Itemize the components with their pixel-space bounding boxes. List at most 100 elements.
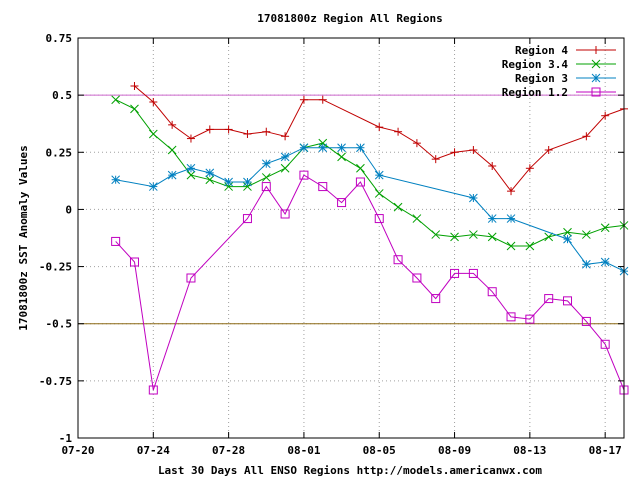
data-point <box>581 230 591 239</box>
data-point <box>242 214 252 224</box>
legend-marker <box>591 73 601 83</box>
data-point <box>450 148 459 157</box>
data-point <box>487 232 497 242</box>
series-layer <box>111 82 629 395</box>
data-point <box>337 198 347 208</box>
data-point <box>469 146 478 154</box>
data-point <box>186 163 196 173</box>
data-point <box>563 234 572 244</box>
data-point <box>431 155 440 164</box>
data-point <box>487 287 497 297</box>
data-point <box>431 294 441 304</box>
data-point <box>130 82 139 90</box>
data-point <box>186 170 196 180</box>
data-point <box>374 214 384 224</box>
data-point <box>205 168 215 178</box>
data-point <box>450 232 459 242</box>
data-point <box>468 268 478 278</box>
legend-marker <box>592 46 600 54</box>
y-tick-label: 0.5 <box>52 89 72 102</box>
legend-label: Region 3 <box>515 72 568 85</box>
data-point <box>299 143 309 153</box>
y-tick-label: -1 <box>59 432 73 445</box>
series-region-4 <box>130 82 628 196</box>
data-point <box>186 134 195 143</box>
data-point <box>356 163 365 173</box>
data-point <box>186 273 196 283</box>
data-point <box>601 111 610 120</box>
data-point <box>544 294 554 304</box>
y-tick-label: -0.75 <box>39 375 72 388</box>
data-point <box>563 296 573 306</box>
data-point <box>600 339 610 349</box>
data-point <box>412 273 422 283</box>
data-point <box>168 120 177 129</box>
data-point <box>224 177 233 187</box>
data-point <box>374 189 384 198</box>
legend-label: Region 4 <box>515 44 568 57</box>
data-point <box>261 182 271 192</box>
data-point <box>243 177 252 187</box>
x-tick-label: 07-24 <box>137 444 170 457</box>
data-point <box>318 143 328 153</box>
data-point <box>450 268 460 278</box>
data-point <box>394 127 403 136</box>
y-tick-label: -0.25 <box>39 261 72 274</box>
data-point <box>506 312 516 322</box>
data-point <box>149 98 158 106</box>
data-point <box>544 232 554 242</box>
data-point <box>148 385 158 395</box>
series-region-3 <box>111 143 629 276</box>
data-point <box>525 314 535 324</box>
data-point <box>506 214 516 223</box>
data-point <box>507 187 516 196</box>
data-point <box>224 182 233 191</box>
y-tick-label: 0.75 <box>46 32 73 45</box>
data-point <box>337 152 346 162</box>
data-point <box>506 241 516 251</box>
legend-item: Region 4 <box>515 44 616 57</box>
data-point <box>318 95 327 104</box>
data-point <box>600 257 610 267</box>
series-line <box>134 85 625 192</box>
data-point <box>205 125 214 134</box>
series-region-1-2 <box>111 170 629 395</box>
data-point <box>582 132 591 141</box>
legend-marker <box>591 59 601 69</box>
plot-frame <box>77 37 625 439</box>
data-point <box>581 259 591 269</box>
data-point <box>167 170 177 180</box>
x-tick-label: 07-20 <box>61 444 94 457</box>
data-point <box>261 159 271 169</box>
data-point <box>111 95 121 105</box>
data-point <box>581 316 591 326</box>
x-tick-label: 08-01 <box>287 444 320 457</box>
data-point <box>525 241 535 251</box>
y-tick-label: -0.5 <box>46 318 73 331</box>
data-point <box>356 143 365 153</box>
legend-label: Region 3.4 <box>502 58 569 71</box>
data-point <box>469 230 478 239</box>
x-axis-label: Last 30 Days All ENSO Regions http://mod… <box>158 464 542 477</box>
data-point <box>600 223 610 233</box>
x-tick-label: 07-28 <box>212 444 245 457</box>
data-point <box>129 257 139 267</box>
data-point <box>487 214 497 223</box>
data-point <box>412 214 422 223</box>
data-point <box>375 123 384 132</box>
legend-label: Region 1.2 <box>502 86 568 99</box>
data-point <box>393 255 403 265</box>
data-point <box>205 175 215 185</box>
reference-lines <box>78 94 624 325</box>
data-point <box>243 130 252 138</box>
data-point <box>280 152 290 162</box>
data-point <box>431 230 441 239</box>
legend-item: Region 3.4 <box>502 58 616 71</box>
chart-title: 17081800z Region All Regions <box>257 12 442 25</box>
data-point <box>355 177 365 187</box>
data-point <box>148 182 158 191</box>
data-point <box>525 164 534 173</box>
data-point <box>243 182 252 191</box>
data-point <box>224 125 233 134</box>
